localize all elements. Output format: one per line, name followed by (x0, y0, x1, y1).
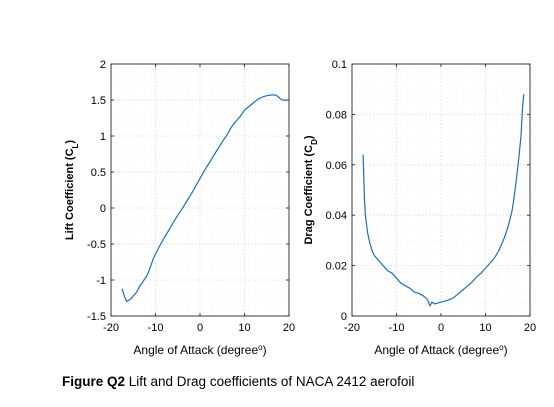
figure-label: Figure Q2 (62, 374, 126, 389)
y-tick-label: 2 (100, 59, 106, 71)
y-tick-label: 0.06 (326, 160, 347, 172)
x-tick-label: 20 (283, 322, 295, 334)
y-tick-label: 1.5 (91, 95, 106, 107)
y-tick-label: 0.02 (326, 261, 347, 273)
drag-coefficient-chart: -20 -10 0 10 20 0 0.02 0.04 0.06 0.08 0.1 Angle of … (303, 59, 536, 357)
x-tick-label: 10 (479, 322, 491, 334)
x-tick-label: -20 (103, 322, 119, 334)
x-axis-label: Angle of Attack (degreeo) (374, 343, 507, 358)
x-tick-label: 0 (197, 322, 203, 334)
x-tick-label: 10 (238, 322, 250, 334)
x-tick-label: 20 (524, 322, 536, 334)
x-tick-label: -10 (148, 322, 164, 334)
y-tick-label: 0.1 (332, 59, 347, 71)
y-tick-label: 0.04 (326, 210, 347, 222)
x-axis-label: Angle of Attack (degreeo) (133, 343, 266, 358)
x-tick-label: 0 (438, 322, 444, 334)
y-tick-label: 0.08 (326, 109, 347, 121)
x-tick-label: -10 (389, 322, 405, 334)
y-tick-label: 0 (341, 311, 347, 323)
series-line (362, 94, 525, 307)
x-tick-label: -20 (344, 322, 360, 334)
y-tick-label: -1.5 (87, 311, 106, 323)
figure-caption: Figure Q2 Lift and Drag coefficients of … (62, 374, 414, 389)
figure-caption-text: Lift and Drag coefficients of NACA 2412 … (125, 374, 415, 389)
series-line (121, 94, 287, 303)
y-tick-label: 0 (100, 203, 106, 215)
y-tick-label: 0.5 (91, 167, 106, 179)
y-tick-label: -1 (96, 275, 106, 287)
y-axis-label: Lift Coefficient (CL) (64, 140, 80, 241)
y-axis-label: Drag Coefficient (CD) (303, 135, 319, 244)
lift-coefficient-chart: -20 -10 0 10 20 -1.5 -1 -0.5 0 0.5 1 1.5 2 Angle of A… (64, 59, 295, 357)
y-tick-label: -0.5 (87, 239, 106, 251)
y-tick-label: 1 (100, 131, 106, 143)
